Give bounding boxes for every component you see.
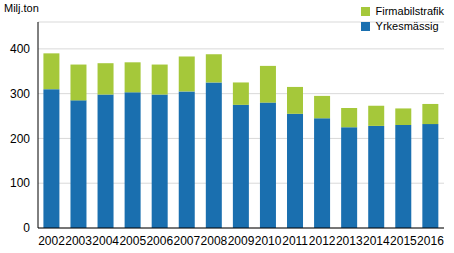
svg-text:300: 300 xyxy=(10,87,30,101)
svg-text:0: 0 xyxy=(23,221,30,235)
svg-text:2004: 2004 xyxy=(92,234,119,248)
svg-text:2006: 2006 xyxy=(146,234,173,248)
svg-text:400: 400 xyxy=(10,42,30,56)
svg-text:2008: 2008 xyxy=(201,234,228,248)
svg-text:2016: 2016 xyxy=(417,234,444,248)
svg-text:2003: 2003 xyxy=(65,234,92,248)
svg-text:2007: 2007 xyxy=(174,234,201,248)
svg-text:100: 100 xyxy=(10,176,30,190)
svg-text:2005: 2005 xyxy=(119,234,146,248)
svg-text:200: 200 xyxy=(10,132,30,146)
html-text:Yrkesmässig: Yrkesmässig xyxy=(375,20,439,32)
svg-text:2009: 2009 xyxy=(228,234,255,248)
svg-text:2002: 2002 xyxy=(38,234,65,248)
html-text:Firmabilstrafik: Firmabilstrafik xyxy=(375,5,444,17)
svg-text:2012: 2012 xyxy=(309,234,336,248)
svg-text:2010: 2010 xyxy=(255,234,282,248)
html-text:Milj.ton: Milj.ton xyxy=(4,2,39,14)
svg-text:2013: 2013 xyxy=(336,234,363,248)
svg-text:2011: 2011 xyxy=(282,234,308,248)
svg-text:2014: 2014 xyxy=(363,234,390,248)
svg-text:2015: 2015 xyxy=(390,234,417,248)
